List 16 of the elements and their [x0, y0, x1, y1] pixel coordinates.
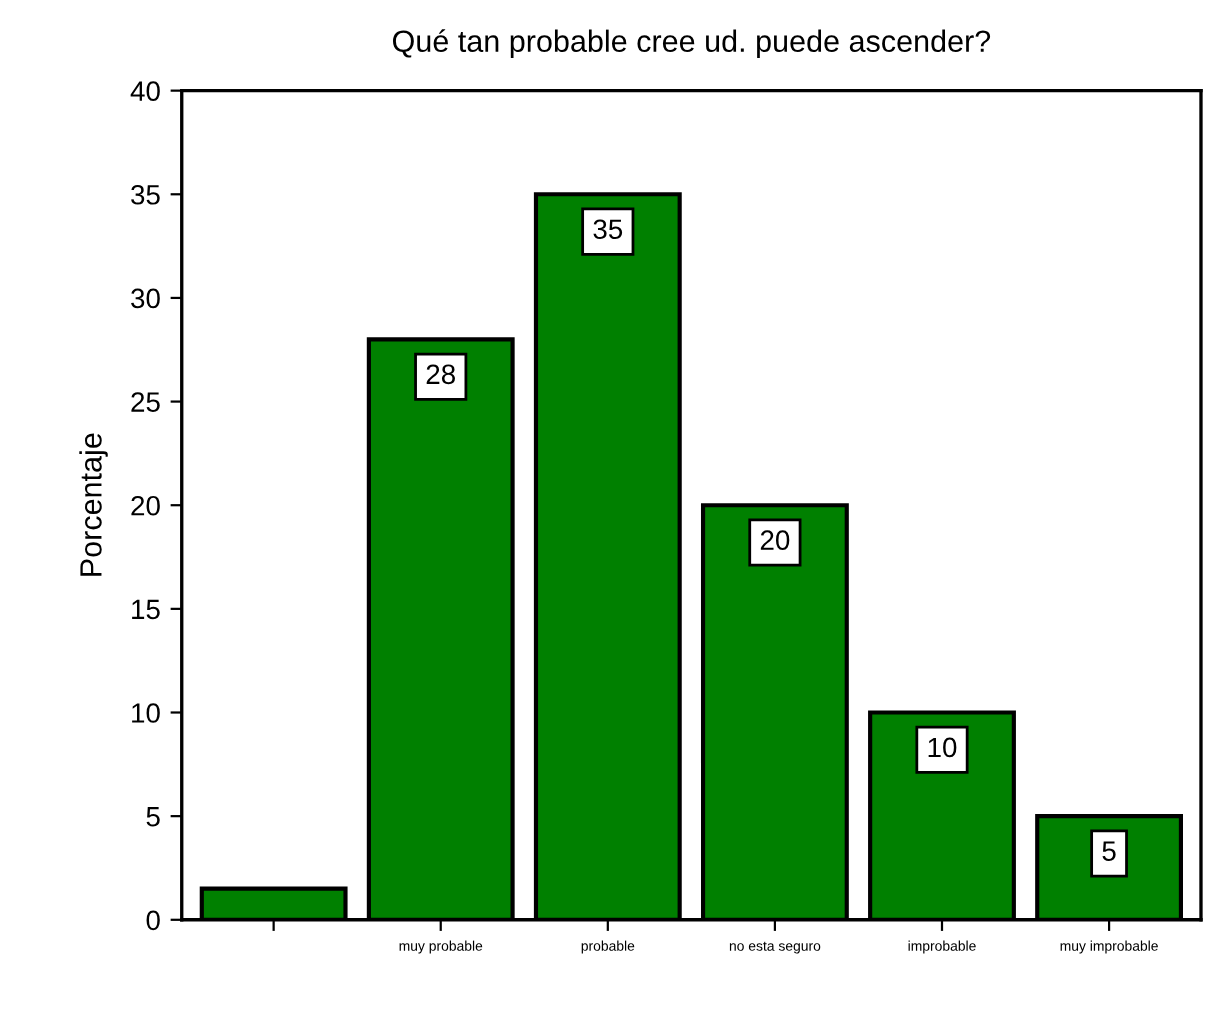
y-tick-label: 30: [131, 288, 160, 309]
chart-title: Qué tan probable cree ud. puede ascender?: [393, 29, 991, 59]
y-tick-label: 0: [146, 910, 160, 931]
data-label: 20: [760, 530, 790, 550]
y-tick-label: 10: [132, 703, 160, 723]
y-tick-label: 35: [131, 184, 160, 205]
data-label: 35: [593, 219, 623, 240]
data-label: 5: [1102, 841, 1116, 861]
y-tick-label: 25: [131, 392, 160, 412]
y-tick-label: 40: [130, 81, 160, 101]
data-label: 10: [928, 737, 957, 758]
y-tick-label: 5: [146, 807, 160, 827]
data-label: 28: [426, 364, 455, 385]
y-tick-label: 20: [131, 495, 160, 516]
y-axis-title: Porcentaje: [79, 433, 108, 576]
y-tick-label: 15: [132, 599, 160, 620]
